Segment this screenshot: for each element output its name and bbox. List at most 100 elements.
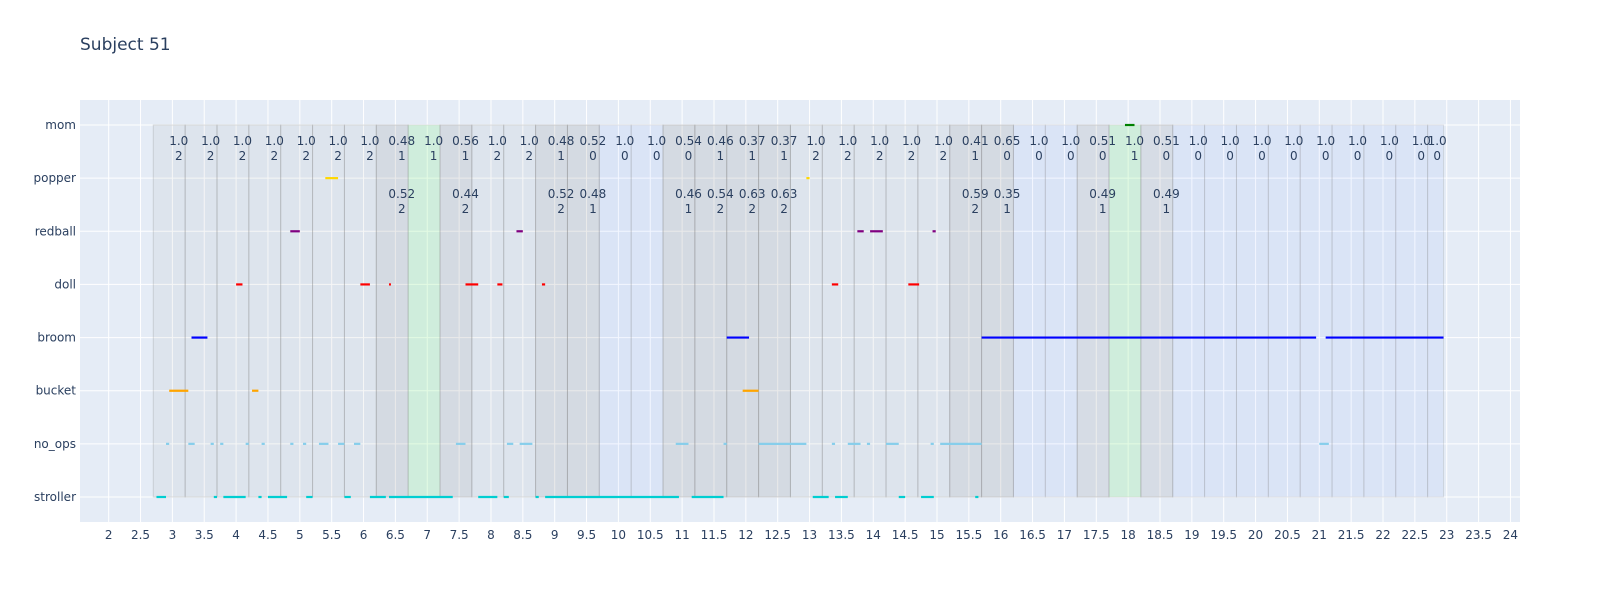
- x-tick-label: 2: [105, 528, 113, 542]
- x-axis-ticks: 2 2.5 3 3.5 4 4.5 5 5.5 6 6.5 7 7.5 8 8.5 9 9.5 10 10.5 11…: [105, 528, 1518, 542]
- annotation-label: 0: [1003, 149, 1011, 163]
- window-band: [1428, 125, 1444, 497]
- window-band: [1396, 125, 1428, 497]
- annotation-value: 1.0: [1316, 134, 1335, 148]
- window-band: [663, 125, 695, 497]
- window-band: [854, 125, 886, 497]
- annotation-label: 2: [876, 149, 884, 163]
- annotation-label: 1: [717, 149, 725, 163]
- window-band: [1077, 125, 1109, 497]
- window-band: [982, 125, 1014, 497]
- y-tick-label: broom: [37, 331, 76, 345]
- annotation-value: 1.0: [806, 134, 825, 148]
- window-band: [1332, 125, 1364, 497]
- annotation-value: 1.0: [169, 134, 188, 148]
- annotation-value: 0.46: [707, 134, 734, 148]
- annotation-value: 1.0: [201, 134, 220, 148]
- x-tick-label: 15: [929, 528, 944, 542]
- annotation-label: 1: [589, 202, 597, 216]
- annotation-value: 1.0: [615, 134, 634, 148]
- window-band: [567, 125, 599, 497]
- annotation-label: 2: [748, 202, 756, 216]
- annotation-label: 0: [1290, 149, 1298, 163]
- x-tick-label: 23.5: [1465, 528, 1492, 542]
- y-tick-label: redball: [35, 224, 76, 238]
- window-band: [504, 125, 536, 497]
- annotation-label: 2: [940, 149, 948, 163]
- window-band: [727, 125, 759, 497]
- annotation-value: 1.0: [488, 134, 507, 148]
- window-band: [1173, 125, 1205, 497]
- window-band: [790, 125, 822, 497]
- annotation-label: 1: [685, 202, 693, 216]
- x-tick-label: 3: [169, 528, 177, 542]
- annotation-label: 1: [1163, 202, 1171, 216]
- annotation-value: 0.63: [771, 187, 798, 201]
- annotation-label: 1: [398, 149, 406, 163]
- window-band: [599, 125, 631, 497]
- annotation-value: 0.48: [548, 134, 575, 148]
- annotation-value: 0.56: [452, 134, 479, 148]
- annotation-label: 0: [621, 149, 629, 163]
- annotation-label: 1: [430, 149, 438, 163]
- x-tick-label: 16.5: [1019, 528, 1046, 542]
- annotation-value: 1.0: [1029, 134, 1048, 148]
- window-band: [759, 125, 791, 497]
- annotation-value: 0.65: [994, 134, 1021, 148]
- window-band: [185, 125, 217, 497]
- x-tick-label: 20: [1248, 528, 1263, 542]
- x-tick-label: 18.5: [1147, 528, 1174, 542]
- annotation-value: 0.48: [580, 187, 607, 201]
- window-band: [1109, 125, 1141, 497]
- x-tick-label: 6: [360, 528, 368, 542]
- annotation-value: 0.63: [739, 187, 766, 201]
- annotation-value: 1.0: [233, 134, 252, 148]
- x-tick-label: 8.5: [513, 528, 532, 542]
- annotation-label: 2: [557, 202, 565, 216]
- annotation-label: 1: [1003, 202, 1011, 216]
- window-band: [249, 125, 281, 497]
- annotation-label: 2: [302, 149, 310, 163]
- x-tick-label: 9.5: [577, 528, 596, 542]
- annotation-label: 0: [1386, 149, 1394, 163]
- x-tick-label: 15.5: [955, 528, 982, 542]
- annotation-label: 0: [1417, 149, 1425, 163]
- annotation-label: 2: [207, 149, 215, 163]
- annotation-value: 1.0: [647, 134, 666, 148]
- annotation-label: 0: [653, 149, 661, 163]
- window-band: [153, 125, 185, 497]
- annotation-label: 0: [1354, 149, 1362, 163]
- x-tick-label: 19.5: [1210, 528, 1237, 542]
- x-tick-label: 21: [1312, 528, 1327, 542]
- annotation-label: 0: [1099, 149, 1107, 163]
- annotation-label: 2: [780, 202, 788, 216]
- x-tick-label: 4.5: [258, 528, 277, 542]
- window-band: [1300, 125, 1332, 497]
- x-tick-label: 12: [738, 528, 753, 542]
- annotation-label: 0: [1258, 149, 1266, 163]
- annotation-label: 1: [462, 149, 470, 163]
- annotation-value: 1.0: [297, 134, 316, 148]
- annotation-label: 1: [1131, 149, 1139, 163]
- annotation-label: 2: [239, 149, 247, 163]
- annotation-label: 1: [557, 149, 565, 163]
- window-band: [408, 125, 440, 497]
- annotation-label: 0: [1194, 149, 1202, 163]
- annotation-label: 0: [589, 149, 597, 163]
- x-tick-label: 11: [674, 528, 689, 542]
- y-tick-label: doll: [54, 277, 76, 291]
- annotation-value: 1.0: [1428, 134, 1447, 148]
- window-band: [1364, 125, 1396, 497]
- x-tick-label: 12.5: [764, 528, 791, 542]
- y-axis-ticks: strollerno_opsbucketbroomdollredballpopp…: [33, 118, 76, 504]
- window-band: [822, 125, 854, 497]
- window-band: [950, 125, 982, 497]
- annotation-label: 0: [1322, 149, 1330, 163]
- annotation-label: 1: [780, 149, 788, 163]
- x-tick-label: 17: [1057, 528, 1072, 542]
- annotation-value: 0.54: [707, 187, 734, 201]
- annotation-value: 0.44: [452, 187, 479, 201]
- x-tick-label: 3.5: [195, 528, 214, 542]
- x-tick-label: 13.5: [828, 528, 855, 542]
